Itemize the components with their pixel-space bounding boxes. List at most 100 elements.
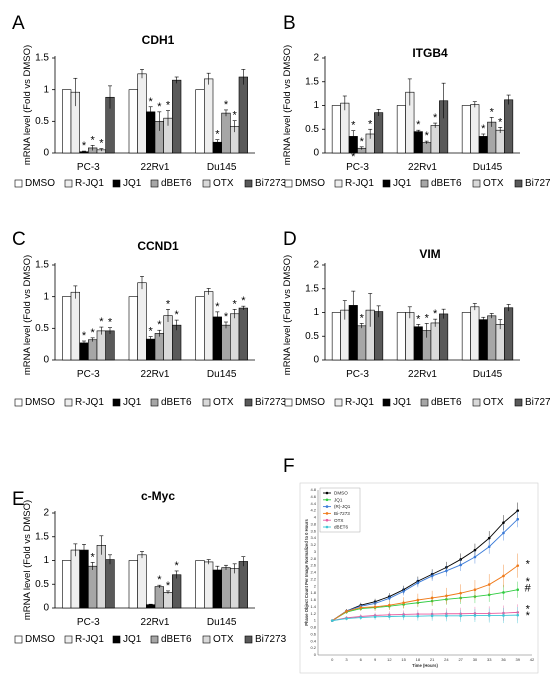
data-point [445,594,448,598]
legend-swatch-OTX [472,398,481,407]
legend-box [319,487,361,533]
legend-swatch-Bi7273 [244,398,253,407]
category-label: PC-3 [77,162,100,173]
legend-label: Bi7273 [255,397,287,408]
legend-label: DMSO [295,397,325,408]
bar-B-22Rv1-JQ1 [413,131,423,154]
significance-star: * [215,301,220,313]
bar-E-Du145-Bi7273 [238,561,248,609]
y-tick-label: 1.8 [310,590,316,595]
legend-label: DMSO [295,178,325,189]
x-tick-label: 33 [487,657,492,662]
data-point [416,598,420,602]
bar-E-Du145-OTX [230,568,240,609]
y-tick-label: 1.5 [35,260,49,271]
legend-label: DMSO [25,178,55,189]
bar-A-Du145-R-JQ1 [204,78,214,154]
y-tick-label: 0.5 [35,323,49,334]
legend-swatch-JQ1 [112,635,121,644]
bar-D-Du145-dBET6 [487,315,497,361]
y-tick-label: 1 [43,291,49,302]
legend-swatch-dBET6 [150,179,159,188]
bar-B-PC-3-R-JQ1 [340,102,350,154]
significance-star: * [82,140,87,152]
legend-label: Bi7273 [255,178,287,189]
significance-star: * [166,100,171,112]
category-label: Du145 [473,162,503,173]
significance-star: * [416,119,421,131]
bar-D-22Rv1-R-JQ1 [405,312,415,361]
significance-star: * [241,295,246,307]
significance-star: * [425,312,430,324]
significance-star: * [233,298,238,310]
data-point [473,614,477,617]
legend-label: R-JQ1 [345,397,374,408]
legend-swatch-Bi7273 [244,179,253,188]
y-tick-label: 0 [43,355,49,366]
legend-swatch-R-JQ1 [64,635,73,644]
bar-D-22Rv1-OTX [430,322,440,361]
significance-star: * [166,298,171,310]
category-label: 22Rv1 [141,162,170,173]
legend-label: OTX [213,397,234,408]
data-point [416,581,420,585]
chart-title: VIM [419,247,440,261]
legend-label: JQ1 [123,634,142,645]
legend: DMSO R-JQ1 JQ1 dBET6 OTX Bi7273 [14,178,287,189]
legend: DMSO R-JQ1 JQ1 dBET6 OTX Bi7273 [284,397,550,408]
legend-label: OTX [334,518,343,523]
bar-E-PC-3-R-JQ1 [70,549,80,609]
x-tick-label: 12 [387,657,392,662]
bar-D-Du145-JQ1 [478,319,488,361]
y-tick-label: 2 [43,508,49,519]
x-tick-label: 27 [458,657,463,662]
significance-star: * [91,551,96,563]
bar-D-Du145-R-JQ1 [470,306,480,361]
bar-A-22Rv1-R-JQ1 [137,73,147,154]
legend-swatch-OTX [202,398,211,407]
significance-mark: * [526,604,531,616]
y-tick-label: 3.2 [310,542,316,547]
bar-B-Du145-DMSO [461,105,471,154]
data-point [388,596,391,600]
y-tick-label: 0.2 [310,645,316,650]
bar-E-PC-3-dBET6 [88,565,98,609]
bar-C-PC-3-Bi7273 [105,330,115,361]
legend-swatch-dBET6 [420,179,429,188]
legend-marker [325,491,329,495]
y-tick-label: 0 [313,355,319,366]
x-tick-label: 6 [360,657,363,662]
data-point [388,615,391,618]
y-tick-label: 3.8 [310,521,316,526]
y-tick-label: 2.2 [310,576,316,581]
legend: DMSO R-JQ1 JQ1 dBET6 OTX Bi7273 [14,634,287,645]
bar-chart-panel-C: C CCND1 mRNA level (Fold vs DMSO) 0 0.5 1 1.5 P… [12,229,287,408]
y-tick-label: 0.5 [305,124,319,135]
data-point [516,613,520,617]
data-point [402,614,405,618]
y-tick-label: 4 [314,515,317,520]
chart-title: CDH1 [142,33,175,47]
bar-A-22Rv1-Bi7273 [172,79,182,154]
significance-star: * [224,311,229,323]
category-label: PC-3 [346,369,369,380]
legend-label: dBET6 [161,178,192,189]
bar-E-PC-3-Bi7273 [105,559,115,609]
bar-E-22Rv1-R-JQ1 [137,554,147,609]
category-label: Du145 [207,617,237,628]
x-tick-label: 3 [345,657,348,662]
y-tick-label: 0 [313,148,319,159]
data-point [502,521,505,524]
panel-letter: C [12,229,26,250]
bar-C-Du145-R-JQ1 [204,291,214,361]
legend-swatch-Bi7273 [244,635,253,644]
panel-letter: D [283,229,297,250]
legend-label: Bi7273 [255,634,287,645]
bar-chart-panel-A: A CDH1 mRNA level (Fold vs DMSO) 0 0.5 1 1.5 PC… [12,13,287,189]
significance-star: * [481,123,486,135]
legend-swatch-Bi7273 [514,398,523,407]
bar-C-22Rv1-JQ1 [146,338,156,361]
bar-D-22Rv1-Bi7273 [439,313,449,361]
